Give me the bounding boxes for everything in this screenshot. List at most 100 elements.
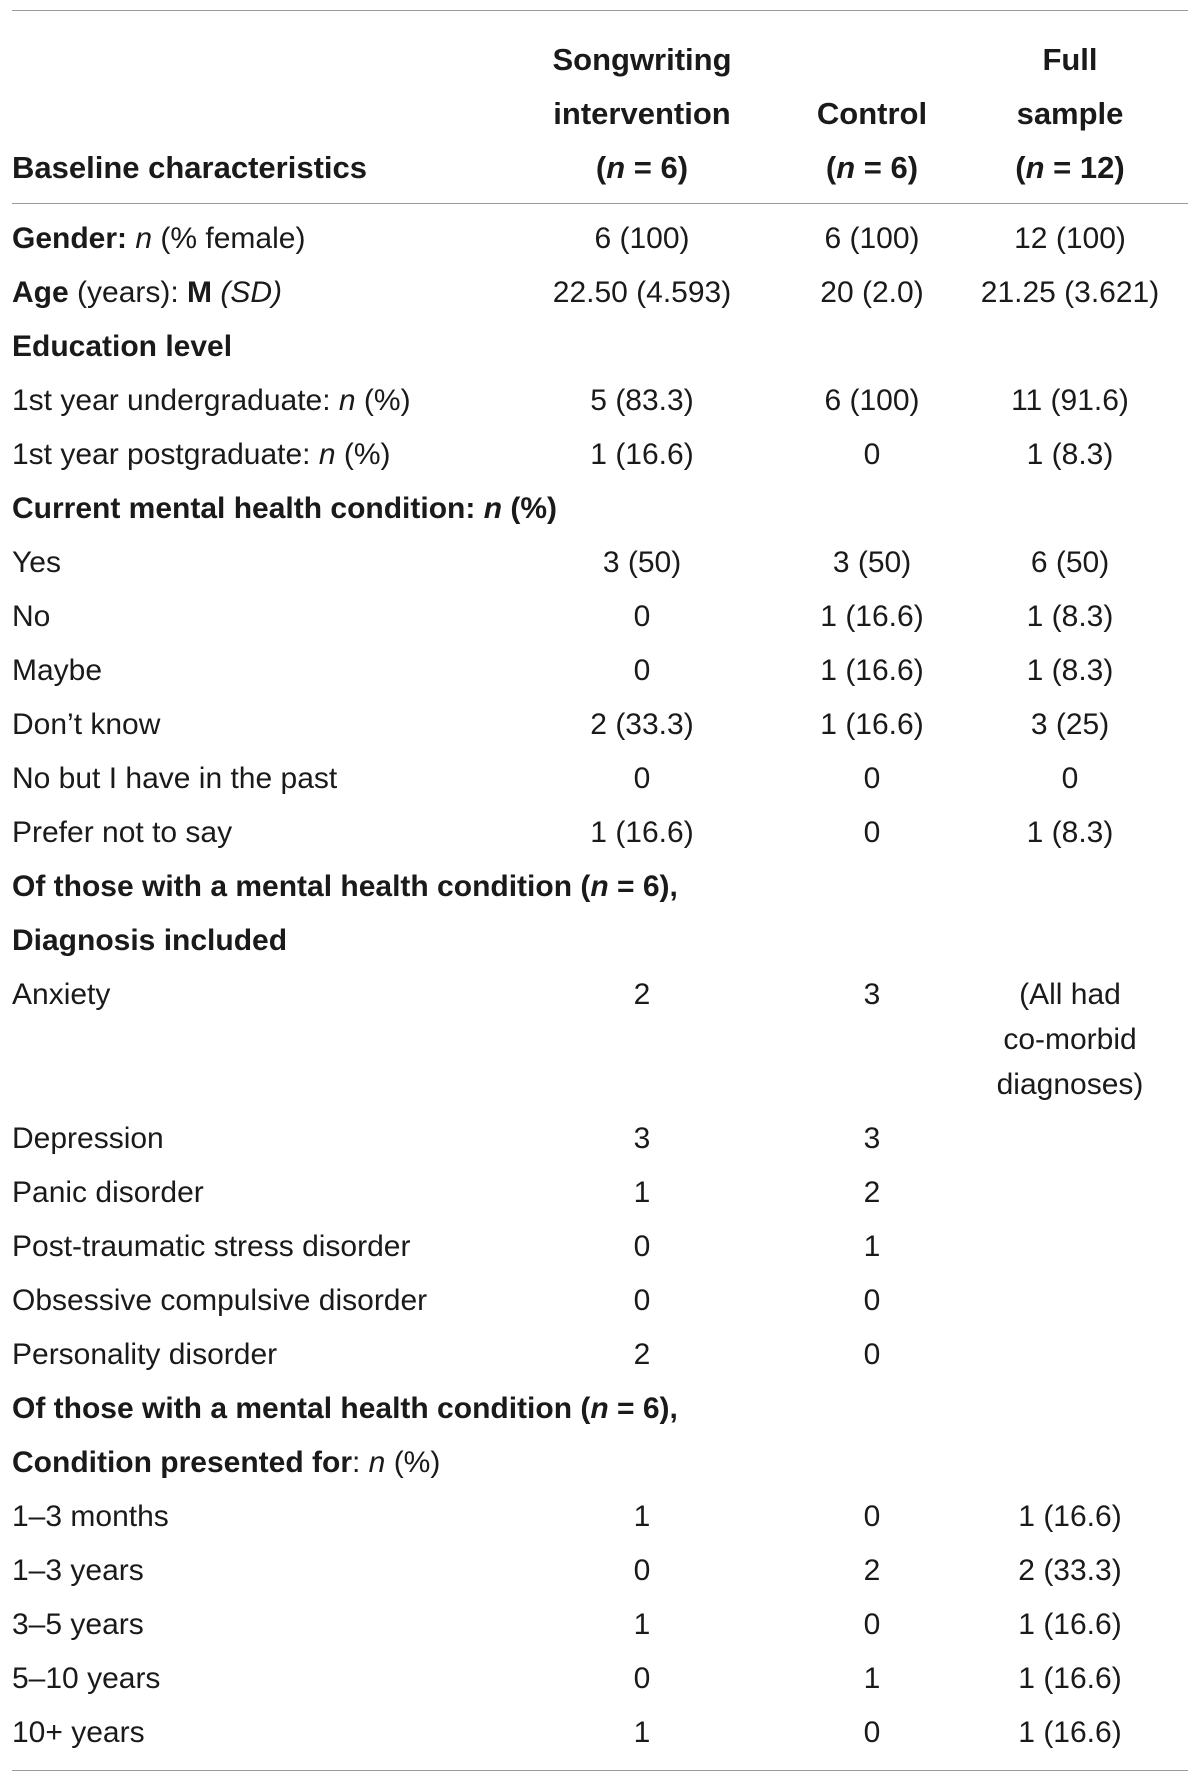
cell-full: 1 (8.3) — [1026, 654, 1114, 687]
cell-control: 1 (16.6) — [820, 654, 924, 687]
section-current-condition: Current mental health condition: n (%) — [12, 492, 558, 525]
row-label-postgraduate: 1st year postgraduate: n (%) — [12, 438, 391, 471]
header-control-line1: Control — [816, 96, 928, 131]
cell-songwriting: 6 (100) — [594, 222, 690, 255]
cell-full: 1 (16.6) — [1018, 1500, 1122, 1533]
section-diagnosis-included: Diagnosis included — [12, 924, 288, 957]
row-label-no-but-past: No but I have in the past — [12, 762, 338, 795]
cell-full — [952, 1274, 1188, 1328]
cell-full: 12 (100) — [1014, 222, 1126, 255]
row-label-10-plus-years: 10+ years — [12, 1716, 145, 1749]
cell-control: 0 — [863, 1500, 881, 1533]
note-line: diagnoses) — [996, 1068, 1144, 1101]
table-row: Condition presented for: n (%) — [12, 1436, 1188, 1490]
row-label-anxiety: Anxiety — [12, 978, 111, 1011]
header-songwriting-line3: (n = 6) — [595, 150, 689, 185]
table-row: Depression 3 3 — [12, 1112, 1188, 1166]
row-label-panic: Panic disorder — [12, 1176, 204, 1209]
cell-full: 1 (8.3) — [1026, 438, 1114, 471]
table-row: Personality disorder 2 0 — [12, 1328, 1188, 1382]
table-row: Of those with a mental health condition … — [12, 1382, 1188, 1436]
table-row: Obsessive compulsive disorder 0 0 — [12, 1274, 1188, 1328]
table-row: Prefer not to say 1 (16.6) 0 1 (8.3) — [12, 806, 1188, 860]
header-full-line3: (n = 12) — [1015, 150, 1125, 185]
row-label-gender: Gender: n (% female) — [12, 222, 306, 255]
note-line: (All had — [1019, 978, 1121, 1011]
cell-control: 1 — [863, 1230, 881, 1263]
table-row: Don’t know 2 (33.3) 1 (16.6) 3 (25) — [12, 698, 1188, 752]
cell-control: 20 (2.0) — [820, 276, 924, 309]
header-songwriting-line2: intervention — [553, 96, 731, 131]
table-row: Age (years): M (SD) 22.50 (4.593) 20 (2.… — [12, 266, 1188, 320]
cell-songwriting: 0 — [633, 1230, 651, 1263]
row-label-ptsd: Post-traumatic stress disorder — [12, 1230, 411, 1263]
cell-control: 0 — [863, 1284, 881, 1317]
cell-full: 3 (25) — [1030, 708, 1110, 741]
cell-full: 1 (16.6) — [1018, 1608, 1122, 1641]
cell-songwriting: 0 — [633, 1554, 651, 1587]
cell-songwriting: 0 — [633, 600, 651, 633]
header-baseline-characteristics: Baseline characteristics — [12, 150, 367, 185]
table-row: Post-traumatic stress disorder 0 1 — [12, 1220, 1188, 1274]
cell-songwriting: 0 — [633, 762, 651, 795]
table-row: No 0 1 (16.6) 1 (8.3) — [12, 590, 1188, 644]
cell-control: 3 (50) — [832, 546, 912, 579]
cell-control: 2 — [863, 1554, 881, 1587]
cell-control: 0 — [863, 816, 881, 849]
row-label-no: No — [12, 600, 51, 633]
header-full-line2: sample — [1016, 96, 1124, 131]
table-row: 1–3 years 0 2 2 (33.3) — [12, 1544, 1188, 1598]
section-condition-presented: Condition presented for: n (%) — [12, 1446, 441, 1479]
cell-songwriting: 2 — [633, 978, 651, 1011]
table-row: Panic disorder 1 2 — [12, 1166, 1188, 1220]
table-row: Yes 3 (50) 3 (50) 6 (50) — [12, 536, 1188, 590]
table-row: 5–10 years 0 1 1 (16.6) — [12, 1652, 1188, 1706]
table-row: Education level — [12, 320, 1188, 374]
cell-full: 1 (16.6) — [1018, 1662, 1122, 1695]
cell-control: 1 — [863, 1662, 881, 1695]
cell-full — [952, 1220, 1188, 1274]
row-label-1-3-months: 1–3 months — [12, 1500, 169, 1533]
row-label-personality: Personality disorder — [12, 1338, 278, 1371]
table-row: 1–3 months 1 0 1 (16.6) — [12, 1490, 1188, 1544]
row-label-ocd: Obsessive compulsive disorder — [12, 1284, 428, 1317]
table-header: Baseline characteristics Songwriting int… — [12, 19, 1188, 195]
cell-control: 3 — [863, 978, 881, 1011]
cell-songwriting: 3 — [633, 1122, 651, 1155]
cell-full: 6 (50) — [1030, 546, 1110, 579]
row-label-3-5-years: 3–5 years — [12, 1608, 144, 1641]
row-label-5-10-years: 5–10 years — [12, 1662, 161, 1695]
cell-control: 0 — [863, 762, 881, 795]
cell-songwriting: 5 (83.3) — [590, 384, 694, 417]
table-row: Maybe 0 1 (16.6) 1 (8.3) — [12, 644, 1188, 698]
cell-full — [952, 1112, 1188, 1166]
table-row: No but I have in the past 0 0 0 — [12, 752, 1188, 806]
cell-control: 1 (16.6) — [820, 600, 924, 633]
table-row: Current mental health condition: n (%) — [12, 482, 1188, 536]
cell-full: 0 — [1061, 762, 1079, 795]
table-row: 10+ years 1 0 1 (16.6) — [12, 1706, 1188, 1760]
cell-songwriting: 1 (16.6) — [590, 816, 694, 849]
row-label-yes: Yes — [12, 546, 61, 579]
cell-songwriting: 0 — [633, 1284, 651, 1317]
cell-full — [952, 1166, 1188, 1220]
row-label-dont-know: Don’t know — [12, 708, 161, 741]
table-row: Of those with a mental health condition … — [12, 860, 1188, 914]
row-label-1-3-years: 1–3 years — [12, 1554, 144, 1587]
row-label-prefer-not: Prefer not to say — [12, 816, 233, 849]
cell-control: 0 — [863, 1338, 881, 1371]
header-control-line2: (n = 6) — [825, 150, 919, 185]
header-full-sample: Full sample (n = 12) — [952, 33, 1188, 195]
cell-control: 0 — [863, 1608, 881, 1641]
cell-songwriting: 0 — [633, 1662, 651, 1695]
cell-full: 2 (33.3) — [1018, 1554, 1122, 1587]
row-label-age: Age (years): M (SD) — [12, 276, 283, 309]
row-label-maybe: Maybe — [12, 654, 103, 687]
cell-control: 6 (100) — [824, 222, 920, 255]
header-songwriting-line1: Songwriting — [552, 42, 732, 77]
cell-songwriting: 0 — [633, 654, 651, 687]
table-row: 1st year undergraduate: n (%) 5 (83.3) 6… — [12, 374, 1188, 428]
section-of-those-2: Of those with a mental health condition … — [12, 1392, 678, 1425]
cell-full-note: (All had co-morbid diagnoses) — [952, 968, 1188, 1112]
cell-control: 1 (16.6) — [820, 708, 924, 741]
